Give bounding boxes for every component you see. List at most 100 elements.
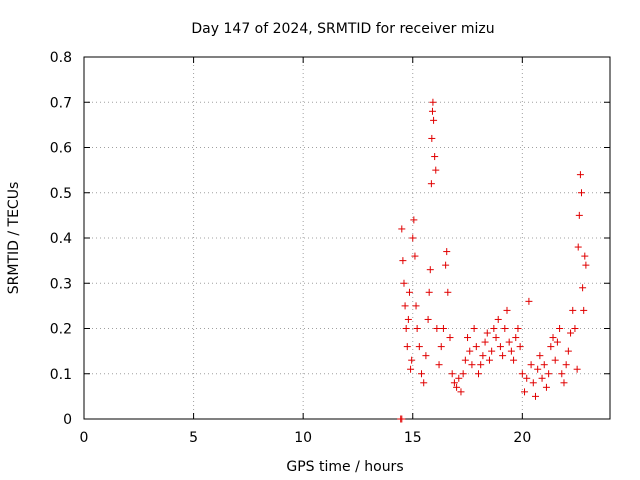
data-point — [496, 343, 504, 351]
data-point — [499, 352, 507, 360]
data-point — [472, 343, 480, 351]
data-point — [545, 370, 553, 378]
x-tick-label: 20 — [513, 430, 531, 446]
data-point — [512, 334, 520, 342]
x-tick-label: 15 — [404, 430, 422, 446]
data-point — [439, 325, 447, 332]
data-point — [525, 297, 533, 305]
data-point — [560, 379, 568, 387]
data-point — [427, 180, 435, 188]
data-point — [412, 302, 420, 310]
data-point — [444, 288, 452, 296]
data-point — [542, 383, 550, 391]
data-point — [580, 306, 588, 314]
axis-ticks: 0 5 10 15 20 0 0.1 0.2 0.3 0.4 0.5 0.6 0.7 0.8 — [50, 50, 610, 446]
data-point — [558, 370, 566, 378]
data-point — [475, 370, 482, 378]
data-point — [540, 361, 548, 369]
data-point — [437, 343, 445, 351]
data-point — [579, 284, 587, 292]
data-point — [418, 370, 426, 378]
data-point — [428, 107, 436, 115]
data-point — [536, 352, 544, 360]
data-point — [521, 388, 529, 396]
data-point — [510, 356, 518, 364]
data-point — [479, 352, 487, 360]
y-tick-label: 0.1 — [50, 367, 72, 383]
data-point — [477, 361, 485, 369]
data-point — [429, 98, 437, 106]
data-point — [571, 325, 579, 332]
data-point — [574, 243, 582, 251]
data-point — [562, 361, 570, 369]
y-tick-label: 0.6 — [50, 141, 72, 157]
data-point — [457, 388, 465, 396]
y-tick-label: 0.2 — [50, 322, 72, 338]
data-point — [582, 261, 590, 269]
data-point — [461, 356, 469, 364]
data-point — [470, 325, 478, 332]
data-point — [455, 374, 463, 382]
data-point — [409, 234, 417, 242]
y-tick-label: 0.4 — [50, 231, 72, 247]
data-point — [551, 356, 559, 364]
data-point — [534, 365, 542, 373]
data-point — [505, 338, 513, 346]
data-point — [402, 325, 410, 332]
data-point — [514, 325, 522, 332]
data-point — [415, 343, 423, 351]
y-tick-label: 0.7 — [50, 95, 72, 111]
data-point — [564, 347, 572, 355]
data-point — [573, 365, 581, 373]
data-point — [503, 306, 511, 314]
y-tick-label: 0.8 — [50, 50, 72, 66]
data-point — [448, 370, 456, 378]
data-point — [420, 379, 428, 387]
data-point — [483, 329, 491, 337]
data-point — [424, 315, 432, 323]
data-point — [494, 315, 502, 323]
data-point — [492, 334, 500, 342]
data-point — [425, 288, 433, 296]
data-point — [453, 383, 461, 391]
data-point — [435, 361, 443, 369]
chart-title: Day 147 of 2024, SRMTID for receiver miz… — [191, 21, 494, 37]
data-series — [397, 98, 590, 423]
data-point — [442, 261, 450, 269]
data-point — [576, 171, 584, 179]
data-point — [464, 334, 472, 342]
data-point — [556, 325, 564, 332]
data-point — [410, 216, 418, 224]
data-point — [575, 211, 583, 219]
data-point — [501, 325, 509, 332]
data-point — [398, 225, 406, 233]
data-point — [531, 392, 539, 400]
data-point — [431, 153, 439, 161]
data-point — [569, 306, 577, 314]
data-point — [547, 343, 555, 351]
data-point — [403, 343, 411, 351]
data-point — [538, 374, 546, 382]
data-point — [527, 361, 535, 369]
data-point — [404, 315, 412, 323]
data-point — [529, 379, 537, 387]
data-point — [405, 288, 413, 296]
x-tick-label: 5 — [189, 430, 198, 446]
data-point — [432, 166, 440, 174]
data-point — [401, 302, 409, 310]
data-point — [549, 334, 557, 342]
data-point — [459, 370, 467, 378]
data-point — [523, 374, 531, 382]
x-axis-label: GPS time / hours — [286, 459, 403, 475]
data-point — [581, 252, 589, 260]
data-point — [411, 252, 419, 260]
data-point — [407, 365, 415, 373]
data-point — [430, 116, 438, 124]
data-point — [485, 356, 493, 364]
data-point — [481, 338, 489, 346]
data-point — [408, 356, 416, 364]
data-point — [428, 134, 436, 142]
x-tick-label: 10 — [294, 430, 312, 446]
data-point — [446, 334, 454, 342]
